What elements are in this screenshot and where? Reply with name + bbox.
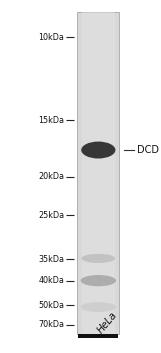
Ellipse shape xyxy=(81,142,115,158)
Bar xyxy=(77,12,119,334)
Text: 70kDa: 70kDa xyxy=(38,320,64,329)
Text: DCD: DCD xyxy=(137,145,159,155)
Text: 10kDa: 10kDa xyxy=(38,32,64,42)
Text: 35kDa: 35kDa xyxy=(38,255,64,264)
Text: 20kDa: 20kDa xyxy=(38,172,64,181)
Bar xyxy=(82,12,115,334)
Bar xyxy=(78,334,118,338)
Ellipse shape xyxy=(81,275,116,286)
Ellipse shape xyxy=(82,254,115,263)
Text: 25kDa: 25kDa xyxy=(38,211,64,220)
Text: HeLa: HeLa xyxy=(95,310,119,335)
Ellipse shape xyxy=(81,302,116,312)
Text: 15kDa: 15kDa xyxy=(38,115,64,125)
Text: 40kDa: 40kDa xyxy=(38,276,64,285)
Text: 50kDa: 50kDa xyxy=(38,301,64,310)
